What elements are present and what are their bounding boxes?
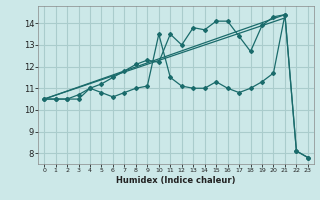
X-axis label: Humidex (Indice chaleur): Humidex (Indice chaleur) bbox=[116, 176, 236, 185]
